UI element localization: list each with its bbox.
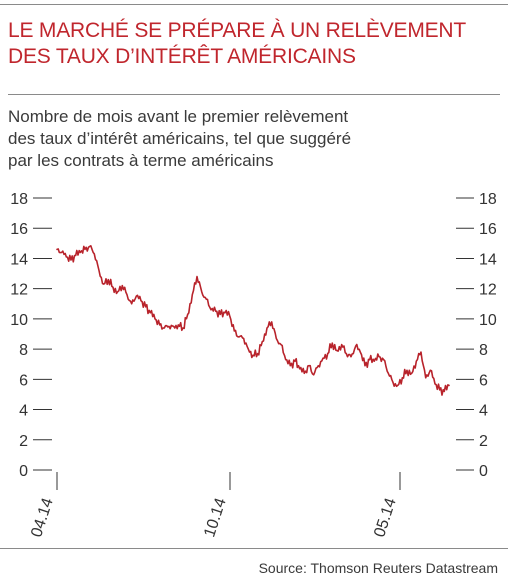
x-tick-label: 10.14 [201, 496, 230, 539]
top-rule [0, 4, 508, 5]
subtitle-line-2: des taux d’intérêt américains, tel que s… [8, 129, 352, 148]
y-tick-label-left: 2 [19, 433, 28, 450]
y-tick-label-right: 12 [479, 282, 497, 299]
title-line-1: LE MARCHÉ SE PRÉPARE À UN RELÈVEMENT [8, 19, 467, 42]
y-tick-label-right: 10 [479, 312, 497, 329]
y-tick-label-right: 2 [479, 433, 488, 450]
y-tick-label-right: 18 [479, 191, 497, 208]
subtitle-line-1: Nombre de mois avant le premier relèveme… [8, 107, 349, 126]
y-tick-label-left: 8 [19, 342, 28, 359]
y-tick-label-left: 18 [10, 191, 28, 208]
y-tick-label-right: 14 [479, 251, 497, 268]
y-axis-right: 0 2 4 6 8 10 12 14 16 18 [456, 191, 497, 480]
y-tick-label-left: 12 [10, 282, 28, 299]
x-axis: 04.14 10.14 05.14 [28, 472, 401, 539]
series-line [56, 245, 450, 396]
source-note: Source: Thomson Reuters Datastream [258, 560, 498, 576]
x-tick-label: 05.14 [371, 496, 400, 539]
y-tick-label-left: 16 [10, 221, 28, 238]
y-tick-label-right: 0 [479, 463, 488, 480]
title-rule [8, 94, 500, 95]
x-tick-label: 04.14 [28, 496, 57, 539]
y-tick-label-right: 4 [479, 403, 488, 420]
subtitle-line-3: par les contrats à terme américains [8, 151, 274, 170]
bottom-rule [0, 548, 508, 549]
y-tick-label-left: 0 [19, 463, 28, 480]
chart-subtitle: Nombre de mois avant le premier relèveme… [8, 106, 428, 172]
y-tick-label-left: 6 [19, 372, 28, 389]
y-tick-label-left: 10 [10, 312, 28, 329]
y-tick-label-right: 8 [479, 342, 488, 359]
y-tick-label-left: 14 [10, 251, 28, 268]
y-tick-label-right: 6 [479, 372, 488, 389]
y-tick-label-right: 16 [479, 221, 497, 238]
y-tick-label-left: 4 [19, 403, 28, 420]
title-line-2: DES TAUX D’INTÉRÊT AMÉRICAINS [8, 45, 356, 68]
chart-title: LE MARCHÉ SE PRÉPARE À UN RELÈVEMENT DES… [8, 18, 500, 70]
y-axis-left: 0 2 4 6 8 10 12 14 16 18 [10, 191, 52, 480]
